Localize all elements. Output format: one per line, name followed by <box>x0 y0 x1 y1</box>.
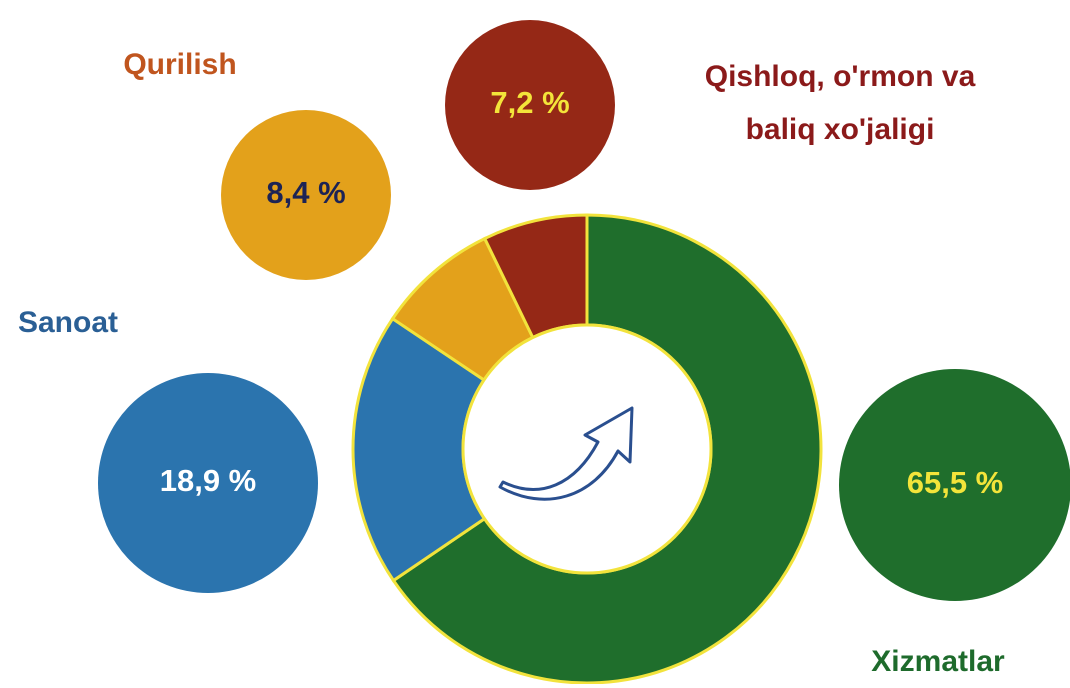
value-label: 65,5 % <box>907 465 1004 500</box>
bubble <box>445 20 615 190</box>
donut <box>351 213 823 684</box>
donut-hole <box>461 323 713 575</box>
arrow-icon <box>498 406 634 501</box>
value-label: 7,2 % <box>490 85 569 120</box>
category-label: Xizmatlar <box>871 645 1005 678</box>
category-label: Qishloq, o'rmon va baliq xo'jaligi <box>704 60 976 146</box>
value-label: 8,4 % <box>266 175 345 210</box>
bubble <box>839 369 1070 601</box>
bubble <box>221 110 391 280</box>
bubble <box>98 373 318 593</box>
category-label: Sanoat <box>17 306 119 339</box>
value-label: 18,9 % <box>160 463 257 498</box>
category-label: Qurilish <box>123 48 237 81</box>
